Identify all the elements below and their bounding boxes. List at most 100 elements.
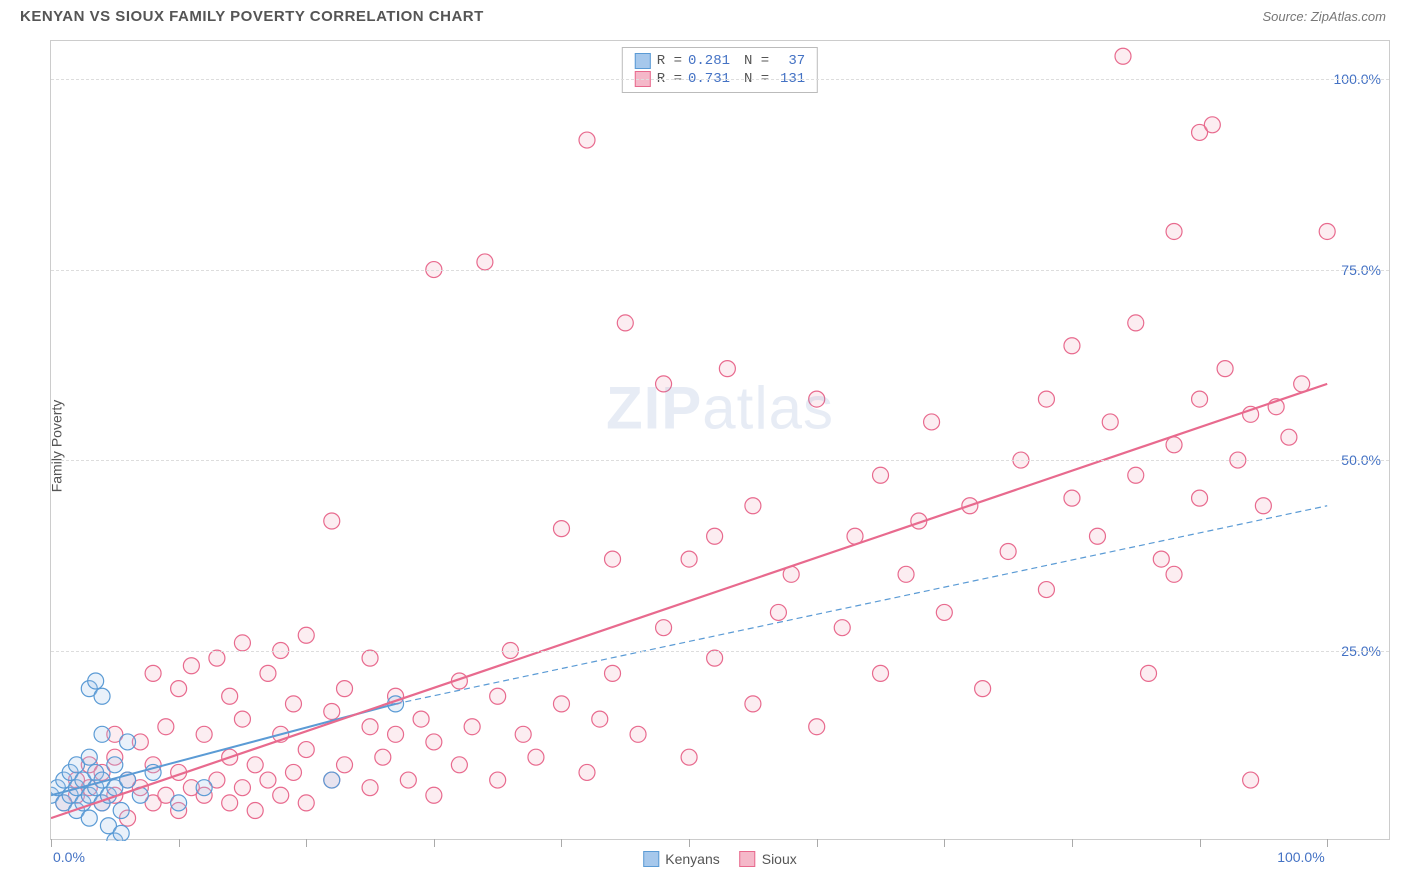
legend-n-label: N = bbox=[744, 53, 769, 69]
sioux-point bbox=[834, 620, 850, 636]
sioux-point bbox=[1089, 528, 1105, 544]
sioux-point bbox=[260, 772, 276, 788]
sioux-point bbox=[1102, 414, 1118, 430]
sioux-point bbox=[222, 795, 238, 811]
sioux-point bbox=[222, 688, 238, 704]
sioux-point bbox=[656, 376, 672, 392]
sioux-point bbox=[1166, 566, 1182, 582]
sioux-point bbox=[553, 521, 569, 537]
x-tick bbox=[1200, 839, 1201, 847]
sioux-point bbox=[1192, 391, 1208, 407]
sioux-point bbox=[375, 749, 391, 765]
kenyans-point bbox=[88, 673, 104, 689]
kenyans-point bbox=[81, 749, 97, 765]
sioux-point bbox=[809, 391, 825, 407]
sioux-point bbox=[171, 681, 187, 697]
sioux-point bbox=[298, 742, 314, 758]
sioux-point bbox=[451, 757, 467, 773]
sioux-point bbox=[745, 498, 761, 514]
sioux-point bbox=[298, 795, 314, 811]
sioux-point bbox=[362, 719, 378, 735]
legend-row-kenyans: R = 0.281 N = 37 bbox=[635, 52, 805, 70]
sioux-point bbox=[1281, 429, 1297, 445]
swatch-kenyans bbox=[635, 53, 651, 69]
sioux-point bbox=[464, 719, 480, 735]
sioux-point bbox=[158, 719, 174, 735]
sioux-point bbox=[1166, 223, 1182, 239]
sioux-point bbox=[1319, 223, 1335, 239]
sioux-point bbox=[1115, 48, 1131, 64]
kenyans-point bbox=[81, 810, 97, 826]
sioux-point bbox=[1128, 467, 1144, 483]
sioux-point bbox=[1000, 543, 1016, 559]
swatch-kenyans bbox=[643, 851, 659, 867]
legend-r-label: R = bbox=[657, 53, 682, 69]
sioux-point bbox=[553, 696, 569, 712]
sioux-point bbox=[413, 711, 429, 727]
sioux-point bbox=[490, 772, 506, 788]
sioux-point bbox=[234, 635, 250, 651]
sioux-point bbox=[873, 467, 889, 483]
sioux-point bbox=[196, 726, 212, 742]
legend-label: Kenyans bbox=[665, 851, 719, 867]
sioux-point bbox=[592, 711, 608, 727]
x-tick bbox=[561, 839, 562, 847]
gridline bbox=[51, 460, 1389, 461]
sioux-point bbox=[490, 688, 506, 704]
sioux-point bbox=[1243, 772, 1259, 788]
sioux-point bbox=[809, 719, 825, 735]
x-tick bbox=[944, 839, 945, 847]
sioux-point bbox=[898, 566, 914, 582]
legend-item-sioux: Sioux bbox=[740, 851, 797, 867]
kenyans-point bbox=[113, 803, 129, 819]
sioux-point bbox=[426, 787, 442, 803]
sioux-point bbox=[247, 803, 263, 819]
sioux-point bbox=[630, 726, 646, 742]
gridline bbox=[51, 79, 1389, 80]
sioux-point bbox=[1153, 551, 1169, 567]
gridline bbox=[51, 651, 1389, 652]
sioux-point bbox=[362, 650, 378, 666]
sioux-point bbox=[1192, 490, 1208, 506]
sioux-point bbox=[681, 551, 697, 567]
sioux-point bbox=[1038, 582, 1054, 598]
sioux-point bbox=[605, 665, 621, 681]
sioux-point bbox=[707, 528, 723, 544]
x-tick-label: 0.0% bbox=[53, 849, 85, 865]
kenyans-point bbox=[113, 825, 129, 841]
kenyans-point bbox=[171, 795, 187, 811]
kenyans-point bbox=[324, 772, 340, 788]
legend-label: Sioux bbox=[762, 851, 797, 867]
source-attribution: Source: ZipAtlas.com bbox=[1262, 9, 1386, 24]
sioux-point bbox=[975, 681, 991, 697]
sioux-point bbox=[260, 665, 276, 681]
sioux-point bbox=[337, 681, 353, 697]
kenyans-point bbox=[94, 726, 110, 742]
sioux-point bbox=[234, 711, 250, 727]
sioux-point bbox=[285, 696, 301, 712]
sioux-point bbox=[477, 254, 493, 270]
x-tick bbox=[1327, 839, 1328, 847]
sioux-point bbox=[324, 513, 340, 529]
sioux-point bbox=[707, 650, 723, 666]
sioux-point bbox=[298, 627, 314, 643]
swatch-sioux bbox=[740, 851, 756, 867]
sioux-point bbox=[1166, 437, 1182, 453]
correlation-legend: R = 0.281 N = 37 R = 0.731 N = 131 bbox=[622, 47, 818, 93]
sioux-point bbox=[873, 665, 889, 681]
kenyans-point bbox=[107, 757, 123, 773]
sioux-point bbox=[388, 726, 404, 742]
sioux-point bbox=[1064, 338, 1080, 354]
x-tick bbox=[51, 839, 52, 847]
sioux-point bbox=[528, 749, 544, 765]
kenyans-point bbox=[94, 688, 110, 704]
series-legend: Kenyans Sioux bbox=[643, 851, 797, 867]
sioux-point bbox=[426, 734, 442, 750]
x-tick bbox=[306, 839, 307, 847]
x-tick-label: 100.0% bbox=[1277, 849, 1324, 865]
sioux-point bbox=[400, 772, 416, 788]
scatter-svg bbox=[51, 41, 1391, 841]
x-tick bbox=[179, 839, 180, 847]
sioux-point bbox=[234, 780, 250, 796]
sioux-point bbox=[1294, 376, 1310, 392]
